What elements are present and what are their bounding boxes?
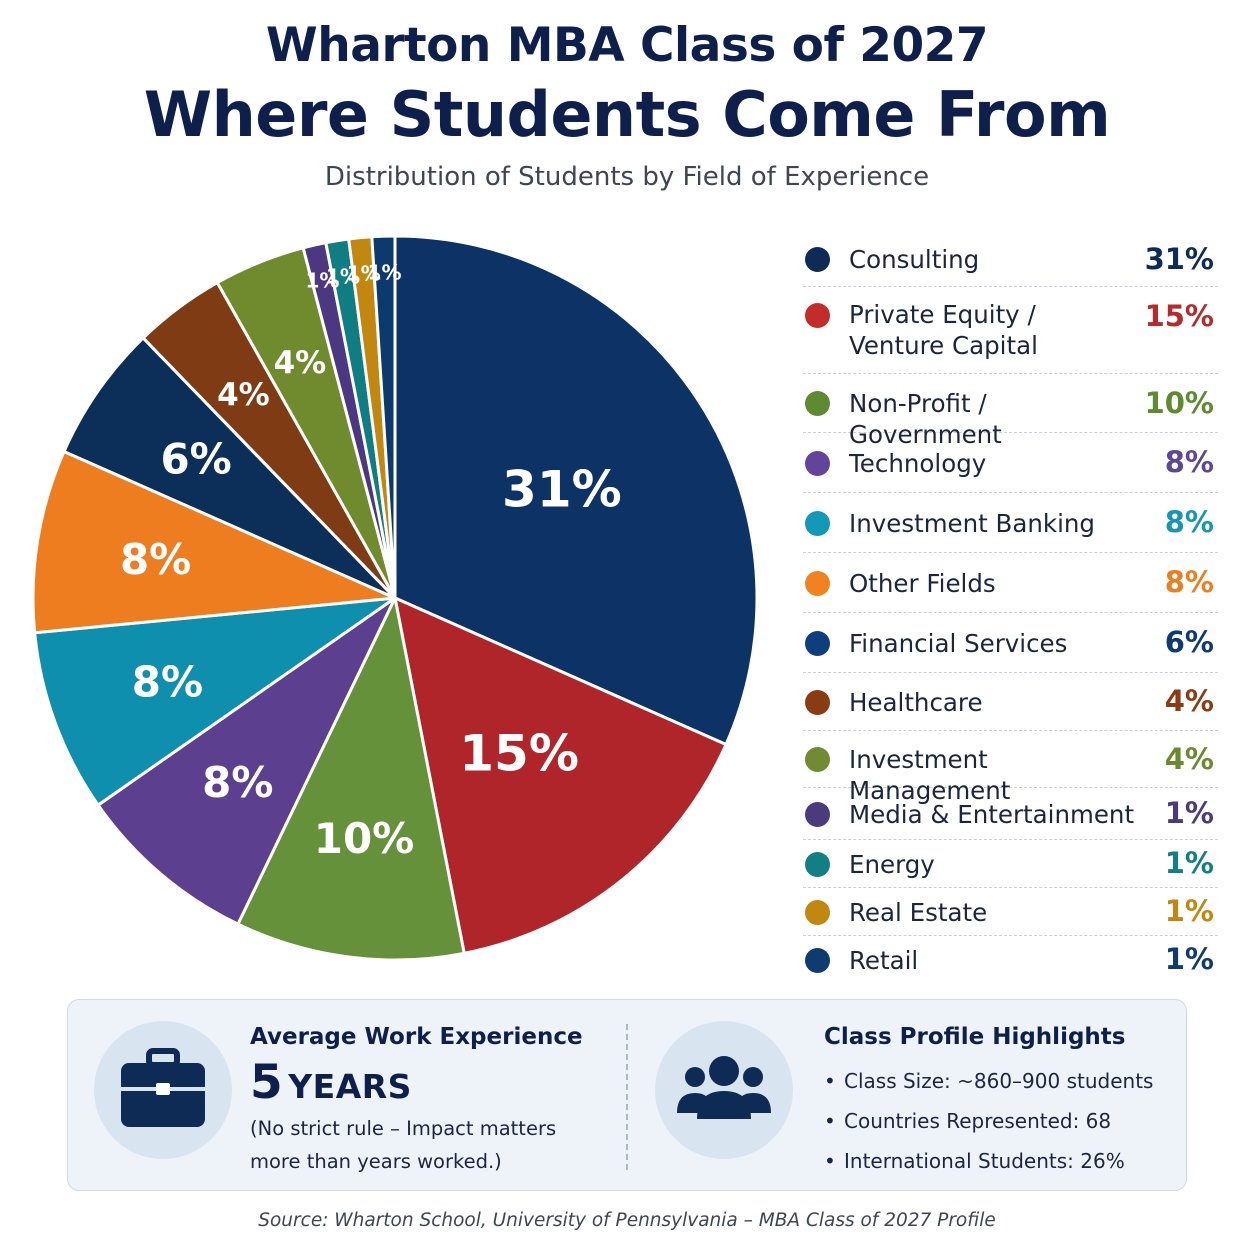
legend-item: Investment Management 4% (803, 731, 1218, 805)
legend-color-dot (805, 631, 830, 656)
legend-item: Healthcare 4% (803, 673, 1218, 731)
legend-label: Media & Entertainment (849, 800, 1135, 829)
slice-label: 1% (347, 262, 381, 286)
legend-item: Non-Profit / Government 10% (803, 374, 1218, 449)
pie-slices (31, 234, 759, 962)
legend-label: Consulting (849, 245, 980, 274)
legend-label: Technology (849, 449, 987, 478)
legend-value: 1% (1164, 942, 1214, 976)
class-profile-item: Countries Represented: 68 (824, 1106, 1153, 1146)
legend-value: 4% (1164, 684, 1214, 718)
legend-label: Other Fields (849, 569, 996, 598)
source-note: Source: Wharton School, University of Pe… (258, 1210, 996, 1231)
slice-label: 1% (368, 260, 402, 284)
slice-label: 8% (120, 535, 191, 584)
legend-item: Media & Entertainment 1% (803, 788, 1218, 840)
slice-label: 8% (132, 657, 203, 706)
legend-value: 1% (1164, 846, 1214, 880)
legend-item: Consulting 31% (803, 232, 1218, 287)
legend-value: 8% (1164, 445, 1214, 479)
slice-label: 4% (217, 377, 270, 413)
legend-item: Energy 1% (803, 840, 1218, 888)
legend-label: Energy (849, 850, 935, 879)
legend-color-dot (805, 451, 830, 476)
slice-label: 1% (306, 268, 340, 292)
legend-color-dot (805, 690, 830, 715)
pie-slice (370, 234, 397, 600)
work-experience-value: 5 YEARS (250, 1055, 412, 1110)
legend-label: Retail (849, 946, 919, 975)
legend-label: Private Equity / Venture Capital (849, 300, 1038, 360)
legend-item: Investment Banking 8% (803, 493, 1218, 553)
pie-slice (62, 336, 397, 600)
pie-slice (96, 596, 397, 926)
legend-value: 8% (1164, 505, 1214, 539)
class-profile-item: Class Size: ~860–900 students (824, 1066, 1153, 1106)
pie-chart: 31%15%10%8%8%8%6%4%4%1%1%1%1% (31, 234, 759, 962)
slice-label: 15% (459, 725, 579, 783)
legend-color-dot (805, 247, 830, 272)
legend-color-dot (805, 391, 830, 416)
legend-item: Other Fields 8% (803, 553, 1218, 613)
people-group-icon (677, 1056, 771, 1119)
work-experience-number: 5 (250, 1055, 283, 1110)
legend-color-dot (805, 900, 830, 925)
slice-label: 1% (326, 264, 360, 288)
legend-item: Real Estate 1% (803, 888, 1218, 936)
slice-label: 31% (502, 460, 622, 518)
pie-labels: 31%15%10%8%8%8%6%4%4%1%1%1%1% (120, 260, 622, 863)
work-experience-note: (No strict rule – Impact matters more th… (250, 1117, 557, 1173)
legend-color-dot (805, 948, 830, 973)
legend-color-dot (805, 571, 830, 596)
legend-label: Healthcare (849, 688, 983, 717)
legend-value: 4% (1164, 742, 1214, 776)
legend-value: 1% (1164, 894, 1214, 928)
legend-item: Financial Services 6% (803, 613, 1218, 673)
legend-color-dot (805, 303, 830, 328)
pie-slice (236, 596, 466, 962)
legend-color-dot (805, 511, 830, 536)
legend-label: Financial Services (849, 629, 1068, 658)
legend-color-dot (805, 747, 830, 772)
pie-slice (393, 234, 759, 747)
pie-slice (33, 596, 397, 807)
class-profile-list: Class Size: ~860–900 students Countries … (824, 1066, 1153, 1186)
legend-value: 10% (1144, 386, 1214, 420)
work-experience-unit: YEARS (288, 1067, 412, 1106)
legend-label: Investment Banking (849, 509, 1095, 538)
legend-color-dot (805, 802, 830, 827)
panel-divider (626, 1024, 628, 1170)
pie-slice (31, 449, 397, 635)
legend-label: Non-Profit / Government (849, 389, 1002, 449)
info-panel: Average Work Experience 5 YEARS (No stri… (67, 999, 1187, 1191)
slice-label: 4% (274, 345, 327, 381)
chart-title-line1: Wharton MBA Class of 2027 (265, 18, 989, 73)
class-profile-heading: Class Profile Highlights (824, 1024, 1126, 1050)
legend-label: Investment Management (849, 745, 1011, 805)
legend-item: Private Equity / Venture Capital 15% (803, 287, 1218, 374)
chart-subtitle: Distribution of Students by Field of Exp… (324, 162, 930, 192)
slice-label: 6% (160, 435, 231, 484)
legend-value: 1% (1164, 796, 1214, 830)
legend-item: Technology 8% (803, 433, 1218, 493)
chart-title-line2: Where Students Come From (143, 78, 1111, 151)
work-experience-heading: Average Work Experience (250, 1024, 583, 1050)
legend-value: 8% (1164, 565, 1214, 599)
legend-value: 31% (1144, 242, 1214, 276)
legend-label: Real Estate (849, 898, 988, 927)
legend-color-dot (805, 852, 830, 877)
legend-value: 15% (1144, 299, 1214, 333)
briefcase-icon-circle (94, 1021, 232, 1159)
class-profile-item: International Students: 26% (824, 1146, 1153, 1186)
legend-value: 6% (1164, 625, 1214, 659)
slice-label: 10% (314, 814, 415, 863)
pie-slice (393, 596, 728, 955)
people-icon-circle (655, 1021, 793, 1159)
slice-label: 8% (202, 758, 273, 807)
briefcase-icon (121, 1048, 205, 1127)
legend: Consulting 31% Private Equity / Venture Ca… (803, 232, 1218, 984)
legend-item: Retail 1% (803, 936, 1218, 984)
